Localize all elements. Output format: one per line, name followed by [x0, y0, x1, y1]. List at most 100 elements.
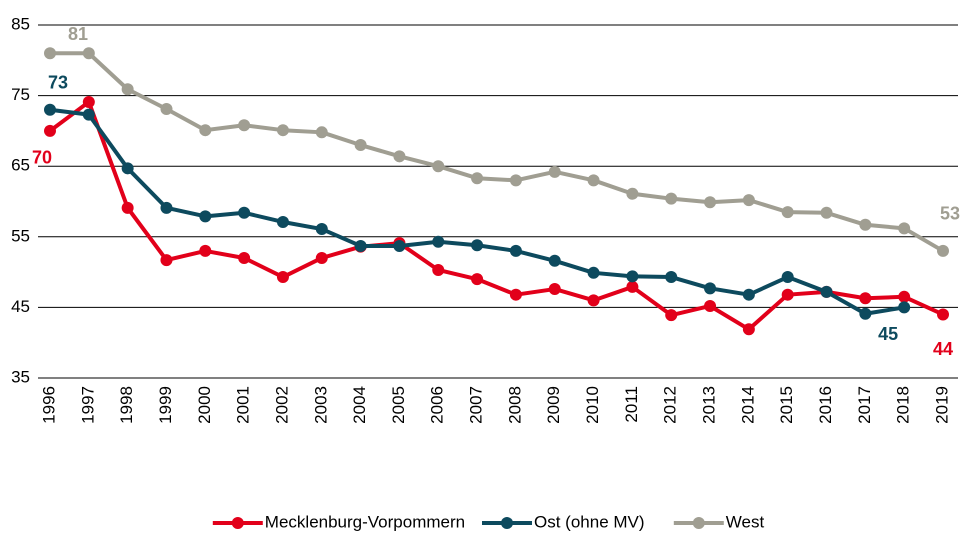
point [898, 301, 911, 314]
point [548, 254, 561, 267]
x-tick-label: 2000 [195, 386, 214, 424]
point [393, 239, 406, 252]
legend-label: West [726, 512, 765, 531]
point [199, 124, 212, 137]
point [820, 206, 833, 219]
point [354, 239, 367, 252]
point [859, 292, 872, 305]
point [432, 235, 445, 248]
y-tick-label: 45 [11, 297, 30, 316]
point [121, 83, 134, 96]
point [82, 108, 95, 121]
x-tick-label: 2015 [777, 386, 796, 424]
x-tick-label: 2010 [583, 386, 602, 424]
y-tick-label: 35 [11, 367, 30, 386]
point [587, 266, 600, 279]
data-label: 70 [32, 148, 52, 168]
x-tick-label: 1999 [156, 386, 175, 424]
point [238, 119, 251, 132]
point [587, 174, 600, 187]
point [704, 282, 717, 295]
x-tick-label: 2016 [816, 386, 835, 424]
point [160, 254, 173, 267]
x-tick-label: 2017 [855, 386, 874, 424]
x-tick-label: 2001 [234, 386, 253, 424]
x-tick-label: 2003 [311, 386, 330, 424]
x-tick-label: 2005 [389, 386, 408, 424]
point [859, 218, 872, 231]
point [781, 271, 794, 284]
point [432, 160, 445, 173]
point [315, 126, 328, 139]
y-tick-label: 75 [11, 85, 30, 104]
point [898, 290, 911, 303]
point [742, 323, 755, 336]
point [121, 162, 134, 175]
point [937, 244, 949, 257]
point [44, 47, 56, 60]
point [665, 271, 678, 284]
point [587, 294, 600, 307]
point [742, 288, 755, 301]
point [509, 288, 522, 301]
point [276, 124, 289, 137]
legend-marker [501, 517, 513, 529]
x-tick-label: 2012 [661, 386, 680, 424]
data-label: 53 [940, 204, 960, 224]
point [199, 210, 212, 223]
legend-marker [231, 517, 244, 529]
x-tick-label: 2009 [544, 386, 563, 424]
point [432, 263, 445, 276]
legend-label: Ost (ohne MV) [534, 512, 645, 531]
point [626, 280, 639, 293]
x-tick-label: 2018 [894, 386, 913, 424]
legend-label: Mecklenburg-Vorpommern [265, 512, 465, 531]
point [82, 95, 95, 108]
point [704, 299, 717, 312]
data-label: 44 [933, 339, 953, 359]
point [238, 251, 251, 264]
x-tick-label: 2006 [428, 386, 447, 424]
y-tick-label: 85 [11, 14, 30, 33]
legend-marker [692, 517, 705, 529]
x-tick-label: 2011 [622, 386, 641, 423]
point [781, 206, 794, 219]
y-tick-label: 65 [11, 156, 30, 175]
point [471, 239, 484, 252]
series-line [50, 51, 945, 253]
point [859, 307, 872, 320]
point [276, 215, 289, 228]
point [44, 103, 56, 116]
point [160, 103, 173, 116]
series-line [48, 99, 944, 332]
point [548, 165, 561, 178]
x-tick-label: 2007 [467, 386, 486, 424]
point [238, 206, 251, 219]
x-tick-label: 1998 [117, 386, 136, 424]
point [471, 172, 484, 185]
x-tick-label: 1997 [78, 386, 97, 424]
point [82, 47, 95, 60]
point [742, 194, 755, 207]
x-tick-label: 2013 [700, 386, 719, 424]
point [937, 308, 949, 321]
data-label: 81 [68, 24, 88, 44]
point [354, 139, 367, 152]
point [781, 288, 794, 301]
point [665, 309, 678, 322]
point [626, 187, 639, 200]
point [626, 270, 639, 283]
data-label: 45 [878, 324, 898, 344]
y-tick-label: 55 [11, 226, 30, 245]
point [548, 283, 561, 296]
point [704, 196, 717, 209]
point [898, 222, 911, 235]
x-tick-label: 2019 [932, 386, 951, 424]
x-tick-label: 2014 [738, 386, 757, 424]
x-tick-label: 2004 [350, 386, 369, 424]
x-tick-label: 2008 [505, 386, 524, 424]
point [121, 201, 134, 214]
point [160, 201, 173, 214]
point [199, 244, 212, 257]
